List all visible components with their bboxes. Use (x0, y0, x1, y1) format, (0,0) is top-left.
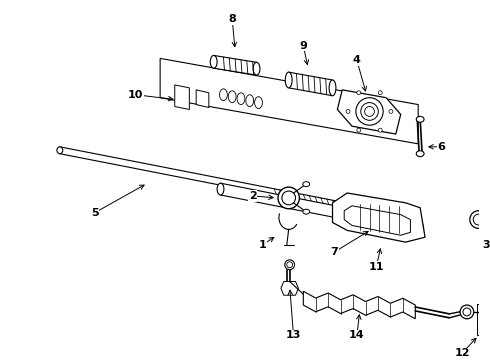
Ellipse shape (253, 62, 260, 75)
Text: 12: 12 (454, 348, 470, 358)
Polygon shape (281, 282, 298, 295)
Ellipse shape (488, 310, 490, 320)
Text: 4: 4 (353, 55, 361, 66)
Ellipse shape (255, 97, 262, 108)
Ellipse shape (228, 91, 236, 103)
Text: 14: 14 (349, 330, 365, 341)
Ellipse shape (361, 103, 378, 120)
Polygon shape (338, 90, 401, 134)
Polygon shape (214, 55, 257, 75)
Polygon shape (303, 291, 416, 319)
Ellipse shape (278, 187, 299, 209)
Ellipse shape (389, 109, 393, 113)
Text: 1: 1 (259, 240, 266, 250)
Ellipse shape (285, 72, 292, 88)
Text: 5: 5 (91, 208, 98, 218)
Ellipse shape (357, 91, 361, 95)
Text: 6: 6 (438, 142, 445, 152)
Ellipse shape (460, 305, 474, 319)
Polygon shape (220, 183, 420, 234)
Text: 8: 8 (228, 14, 236, 24)
Ellipse shape (220, 89, 227, 101)
Text: 3: 3 (483, 240, 490, 250)
Ellipse shape (463, 308, 471, 316)
Text: 11: 11 (368, 262, 384, 272)
Ellipse shape (417, 222, 423, 234)
Ellipse shape (217, 183, 224, 195)
Ellipse shape (303, 209, 310, 214)
Ellipse shape (378, 128, 382, 132)
Ellipse shape (282, 191, 295, 205)
Bar (477, 304, 490, 336)
Ellipse shape (416, 116, 424, 122)
Ellipse shape (470, 211, 488, 228)
Text: 9: 9 (299, 41, 307, 51)
Ellipse shape (237, 93, 245, 104)
Polygon shape (289, 72, 333, 96)
Ellipse shape (210, 55, 217, 68)
Polygon shape (344, 206, 411, 235)
Polygon shape (60, 147, 386, 217)
Ellipse shape (287, 262, 293, 268)
Polygon shape (333, 193, 425, 242)
Ellipse shape (346, 109, 350, 113)
Ellipse shape (246, 95, 254, 107)
Text: 10: 10 (128, 90, 144, 100)
Ellipse shape (357, 128, 361, 132)
Ellipse shape (303, 182, 310, 186)
Text: 7: 7 (331, 247, 338, 257)
Polygon shape (175, 85, 189, 109)
Polygon shape (196, 90, 209, 108)
Text: 13: 13 (286, 330, 301, 341)
Ellipse shape (378, 91, 382, 95)
Ellipse shape (329, 80, 336, 96)
Ellipse shape (416, 151, 424, 157)
Ellipse shape (356, 98, 383, 125)
Ellipse shape (57, 147, 63, 154)
Ellipse shape (365, 107, 374, 116)
Ellipse shape (285, 260, 294, 270)
Ellipse shape (473, 214, 484, 225)
Text: 2: 2 (249, 191, 257, 201)
Polygon shape (160, 58, 418, 144)
